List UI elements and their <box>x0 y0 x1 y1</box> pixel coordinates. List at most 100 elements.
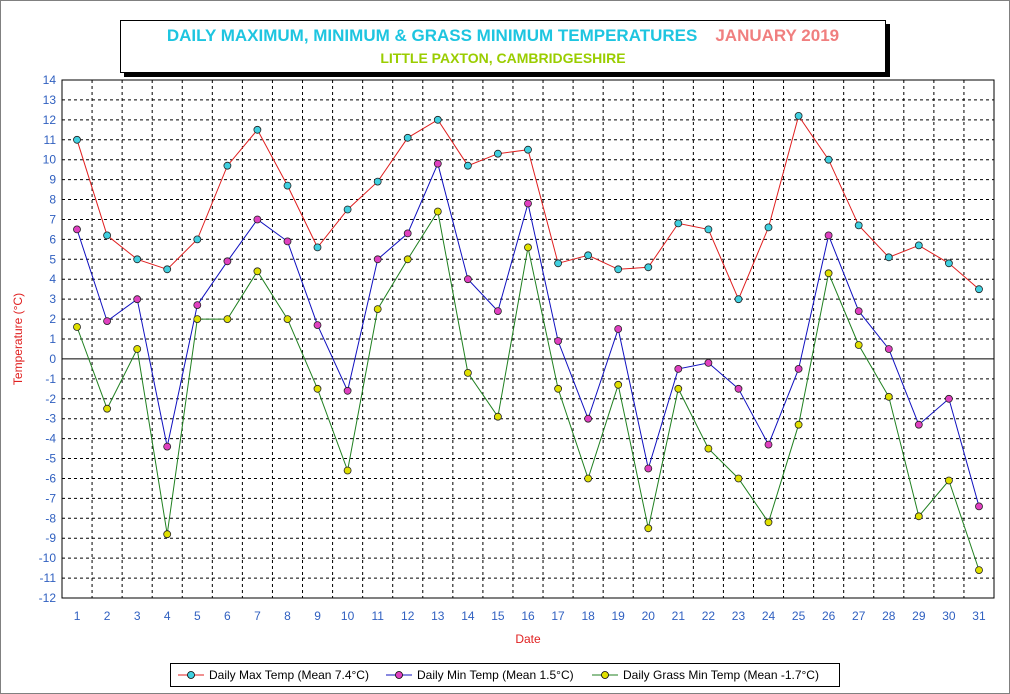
data-point-max <box>223 161 232 170</box>
data-point-min <box>133 295 142 304</box>
data-point-grass <box>764 518 773 527</box>
data-point-grass <box>884 392 893 401</box>
x-tick-label: 6 <box>224 609 231 623</box>
data-point-max <box>644 263 653 272</box>
y-tick-label: 12 <box>43 113 57 127</box>
x-axis-label: Date <box>515 632 541 646</box>
data-point-max <box>313 243 322 252</box>
x-tick-label: 1 <box>74 609 81 623</box>
data-point-min <box>493 307 502 316</box>
y-tick-label: 13 <box>43 93 57 107</box>
x-tick-label: 16 <box>521 609 535 623</box>
y-tick-label: -2 <box>45 392 56 406</box>
data-point-max <box>463 161 472 170</box>
data-point-min <box>945 394 953 403</box>
chart-title: DAILY MAXIMUM, MINIMUM & GRASS MINIMUM T… <box>121 26 885 46</box>
y-tick-label: 0 <box>49 352 56 366</box>
data-point-grass <box>554 384 562 393</box>
data-point-max <box>163 265 172 274</box>
legend-grass-marker-icon <box>592 671 618 679</box>
y-tick-label: -12 <box>39 591 57 605</box>
data-point-grass <box>854 341 863 349</box>
data-point-min <box>283 237 292 246</box>
data-point-grass <box>614 380 623 389</box>
data-point-max <box>133 255 142 264</box>
data-point-grass <box>283 315 292 324</box>
x-tick-label: 25 <box>792 609 806 623</box>
data-point-min <box>253 215 262 224</box>
y-tick-label: 8 <box>49 193 56 207</box>
data-point-grass <box>794 420 803 429</box>
y-axis-label: Temperature (°C) <box>11 293 25 385</box>
data-point-max <box>103 231 111 240</box>
data-point-min <box>854 307 863 316</box>
data-point-min <box>103 317 111 326</box>
data-point-min <box>433 159 442 168</box>
y-tick-label: -8 <box>45 511 56 525</box>
y-tick-label: 14 <box>43 73 57 87</box>
y-tick-label: 2 <box>49 312 56 326</box>
data-point-max <box>554 259 562 268</box>
data-point-grass <box>704 444 713 453</box>
data-point-grass <box>824 269 833 278</box>
data-point-max <box>945 259 953 268</box>
y-tick-label: 7 <box>49 212 56 226</box>
y-tick-label: -6 <box>45 471 56 485</box>
data-point-max <box>373 177 382 186</box>
data-point-min <box>554 337 562 345</box>
data-point-max <box>524 145 532 154</box>
data-point-max <box>253 125 262 134</box>
x-tick-label: 13 <box>431 609 445 623</box>
legend: Daily Max Temp (Mean 7.4°C) Daily Min Te… <box>170 663 840 687</box>
data-point-max <box>433 115 442 124</box>
x-tick-label: 10 <box>341 609 355 623</box>
legend-label-grass: Daily Grass Min Temp (Mean -1.7°C) <box>623 668 819 682</box>
data-point-grass <box>133 345 142 353</box>
data-point-grass <box>914 512 923 521</box>
x-tick-label: 17 <box>551 609 565 623</box>
data-point-min <box>403 229 412 238</box>
data-point-max <box>764 223 773 232</box>
y-tick-label: 11 <box>44 133 57 147</box>
data-point-grass <box>103 404 111 413</box>
x-tick-label: 24 <box>762 609 776 623</box>
data-point-grass <box>463 368 472 377</box>
data-point-min <box>824 231 833 240</box>
data-point-min <box>313 321 322 330</box>
title-box: DAILY MAXIMUM, MINIMUM & GRASS MINIMUM T… <box>120 20 886 73</box>
data-point-max <box>493 149 502 158</box>
data-point-grass <box>253 267 262 276</box>
data-point-max <box>614 265 623 274</box>
y-tick-label: 1 <box>49 332 56 346</box>
x-tick-label: 27 <box>852 609 866 623</box>
data-point-min <box>524 199 532 208</box>
data-point-max <box>403 133 412 142</box>
y-tick-label: -3 <box>45 412 56 426</box>
data-point-min <box>614 325 623 333</box>
data-point-max <box>975 285 983 294</box>
data-point-max <box>794 112 803 120</box>
data-point-min <box>644 464 653 473</box>
x-tick-label: 4 <box>164 609 171 623</box>
legend-label-min: Daily Min Temp (Mean 1.5°C) <box>417 668 574 682</box>
legend-max-marker-icon <box>178 671 204 679</box>
data-point-min <box>734 384 743 393</box>
x-tick-label: 18 <box>581 609 595 623</box>
data-point-max <box>734 295 743 304</box>
data-point-min <box>914 420 923 429</box>
data-point-min <box>373 255 382 264</box>
x-tick-label: 31 <box>972 609 986 623</box>
y-tick-label: -1 <box>45 372 56 386</box>
data-point-min <box>884 345 893 353</box>
data-point-min <box>584 414 592 423</box>
data-point-grass <box>945 476 953 485</box>
chart-title-month: JANUARY 2019 <box>715 26 840 45</box>
x-tick-label: 7 <box>254 609 261 623</box>
x-tick-label: 5 <box>194 609 201 623</box>
chart-subtitle: LITTLE PAXTON, CAMBRIDGESHIRE <box>380 50 626 66</box>
data-point-grass <box>223 315 232 324</box>
x-tick-label: 15 <box>491 609 505 623</box>
data-point-grass <box>313 384 322 393</box>
chart-title-main: DAILY MAXIMUM, MINIMUM & GRASS MINIMUM T… <box>166 26 698 45</box>
